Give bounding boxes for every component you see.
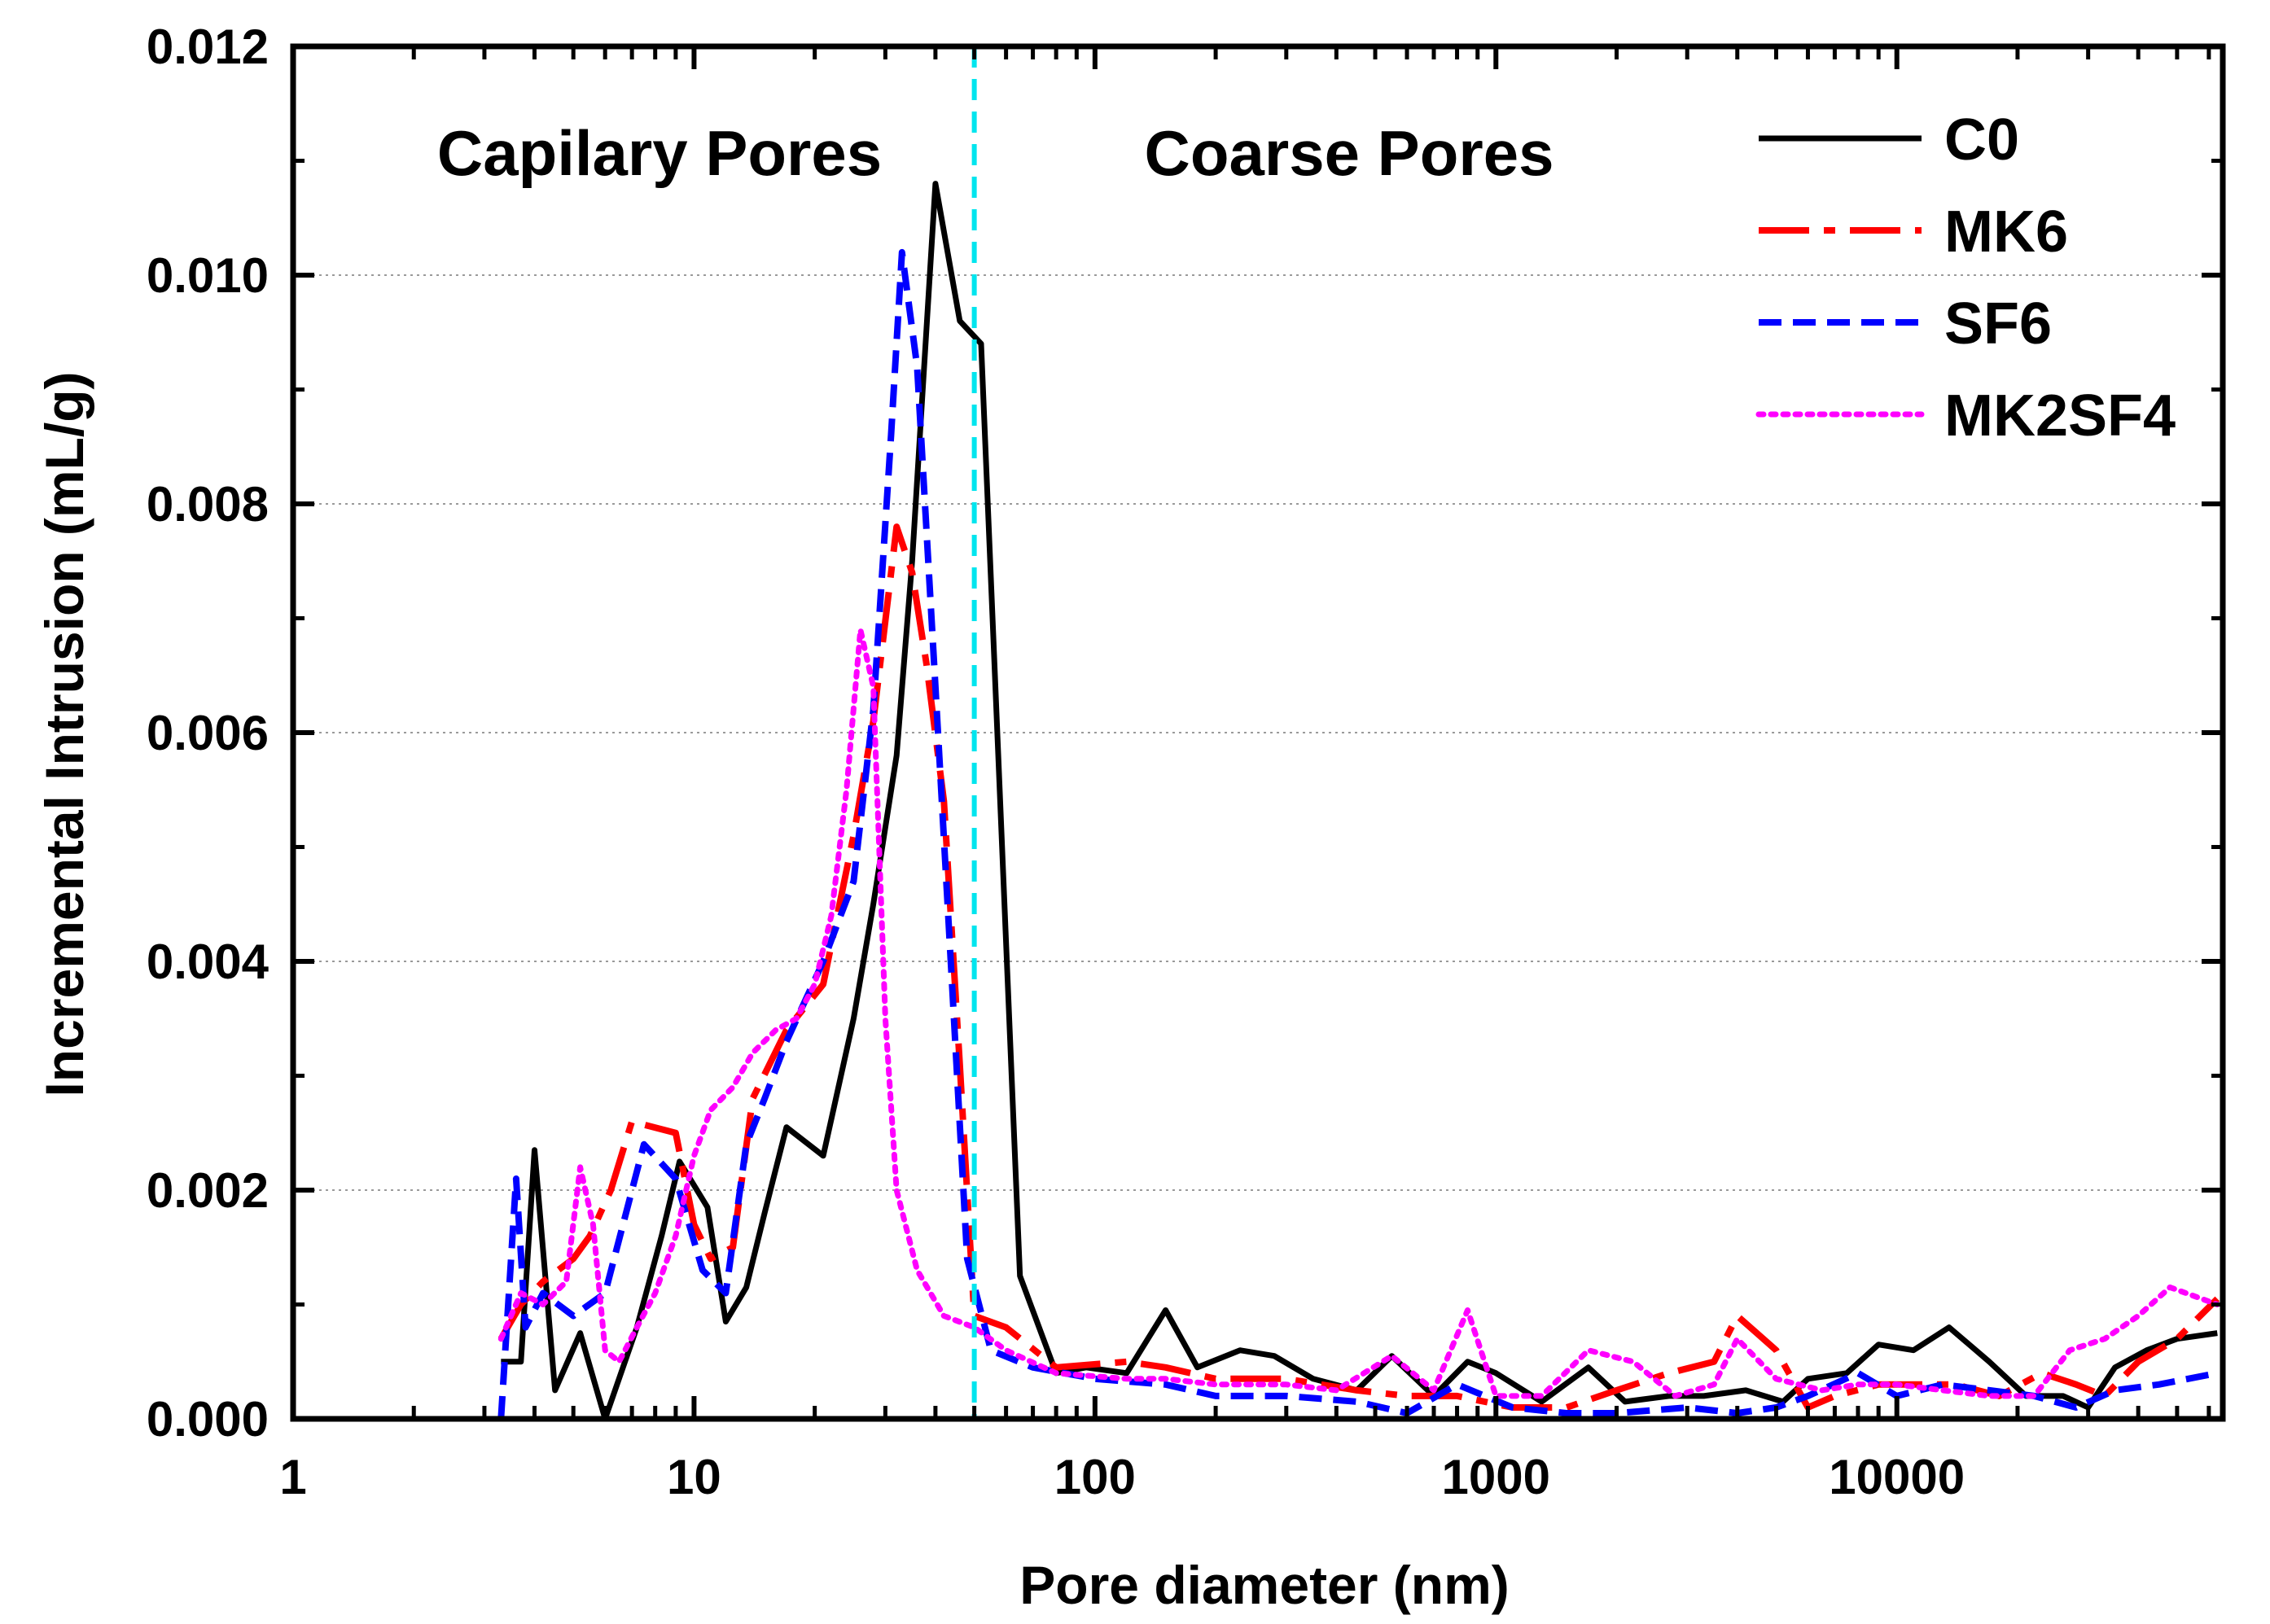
axis-ticks: 0.000 0.002 0.004 0.006 0.008 0.010 0.012 1 10 10… [147,20,2223,1504]
gridlines [293,274,2223,1191]
y-tick-label: 0.008 [147,477,269,532]
series-line-mk2sf4 [497,627,2220,1399]
y-axis-title: Incremental Intrusion (mL/g) [34,371,94,1097]
series-lines [497,181,2220,1422]
x-tick-label: 10000 [1829,1450,1965,1504]
y-tick-label: 0.002 [147,1163,269,1218]
y-tick-label: 0.012 [147,20,269,74]
series-line-sf6 [497,248,2219,1420]
series-line-c0 [501,181,2218,1422]
capillary-pores-label: Capilary Pores [437,117,882,189]
y-tick-label: 0.004 [147,935,270,989]
x-tick-label: 100 [1054,1450,1136,1504]
x-tick-label: 10 [667,1450,721,1504]
y-tick-label: 0.000 [147,1392,269,1447]
y-tick-label: 0.010 [147,248,269,303]
legend-label-sf6: SF6 [1944,291,2052,357]
legend-label-c0: C0 [1944,107,2019,173]
legend: C0 MK6 SF6 MK2SF4 [1755,107,2176,449]
legend-label-mk2sf4: MK2SF4 [1944,383,2176,449]
x-tick-label: 1000 [1442,1450,1550,1504]
y-tick-label: 0.006 [147,706,269,760]
x-axis-title: Pore diameter (nm) [1019,1555,1509,1615]
coarse-pores-label: Coarse Pores [1145,117,1554,189]
legend-label-mk6: MK6 [1944,199,2068,265]
x-tick-label: 1 [279,1450,306,1504]
